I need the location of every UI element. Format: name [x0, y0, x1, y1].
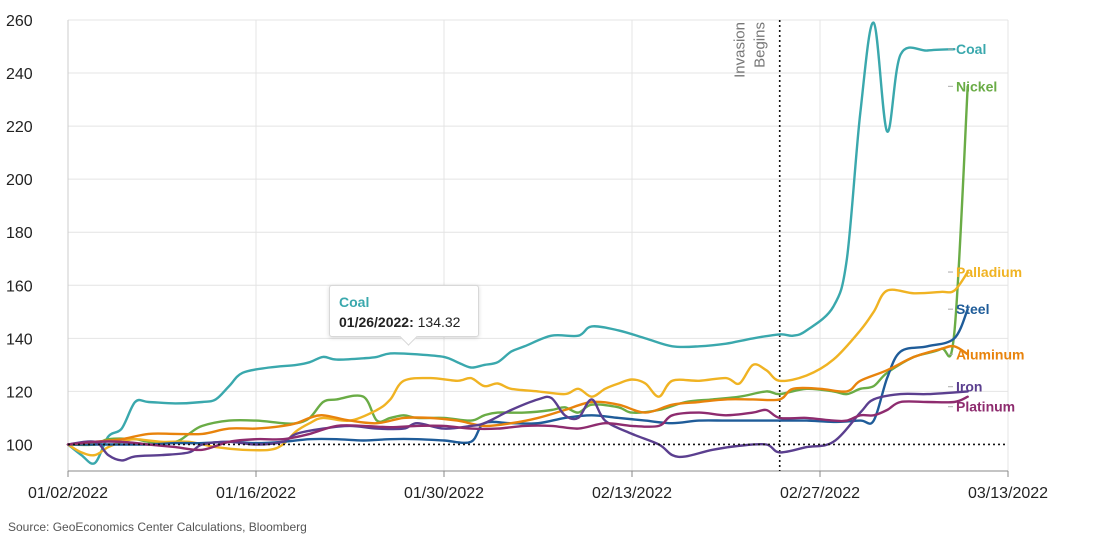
y-tick-label-200: 200 [6, 172, 33, 189]
y-tick-label-240: 240 [6, 66, 33, 83]
y-tick-label-260: 260 [6, 13, 33, 30]
tooltip: Coal 01/26/2022: 134.32 [329, 285, 479, 337]
x-tick-label-01/16/2022: 01/16/2022 [216, 485, 296, 502]
axes: 100 120 140 160 180 200 220 240 260 01/02/2022 01/… [6, 13, 1048, 502]
series-label-aluminum: Aluminum [956, 346, 1024, 362]
series-line-steel [66, 308, 969, 446]
series-label-iron: Iron [956, 379, 982, 395]
tooltip-value: 134.32 [417, 314, 461, 330]
series-line-iron [66, 390, 969, 462]
invasion-label-line1: Invasion [732, 22, 749, 78]
series-line-nickel [66, 85, 969, 447]
x-tick-label-02/13/2022: 02/13/2022 [592, 485, 672, 502]
x-tick-label-01/02/2022: 01/02/2022 [28, 485, 108, 502]
series-line-aluminum [66, 344, 969, 446]
y-tick-label-220: 220 [6, 119, 33, 136]
y-tick-label-180: 180 [6, 225, 33, 242]
x-tick-label-02/27/2022: 02/27/2022 [780, 485, 860, 502]
source-note: Source: GeoEconomics Center Calculations… [8, 520, 307, 534]
series-labels: Coal Nickel Palladium Steel Aluminum Iron Plat… [948, 41, 1024, 415]
y-tick-label-160: 160 [6, 278, 33, 295]
series-label-steel: Steel [956, 301, 989, 317]
series-line-palladium [66, 270, 969, 457]
invasion-annotation: Invasion Begins [732, 20, 781, 471]
series-label-nickel: Nickel [956, 78, 997, 94]
series-line-platinum [66, 395, 969, 452]
y-tick-label-140: 140 [6, 331, 33, 348]
x-tick-label-01/30/2022: 01/30/2022 [404, 485, 484, 502]
series-label-palladium: Palladium [956, 264, 1022, 280]
gridlines [67, 19, 1009, 471]
tooltip-body: 01/26/2022: 134.32 [339, 314, 461, 330]
series-line-coal [66, 21, 956, 465]
series-label-coal: Coal [956, 41, 986, 57]
invasion-label-line2: Begins [752, 22, 769, 68]
y-tick-label-100: 100 [6, 437, 33, 454]
series-label-platinum: Platinum [956, 399, 1015, 415]
series-lines [66, 21, 1008, 465]
tooltip-series: Coal [339, 294, 370, 310]
x-tick-label-03/13/2022: 03/13/2022 [968, 485, 1048, 502]
tooltip-date: 01/26/2022 [339, 314, 410, 330]
y-tick-label-120: 120 [6, 384, 33, 401]
